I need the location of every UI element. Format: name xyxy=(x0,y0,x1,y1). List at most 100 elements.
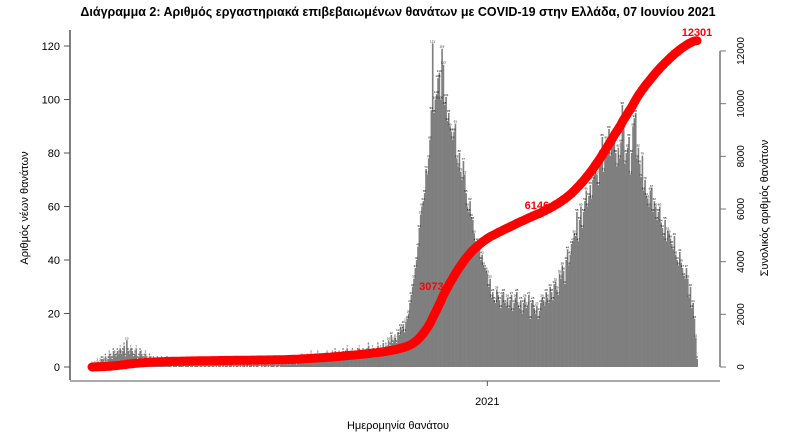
bar-value-label: 5 xyxy=(121,350,123,354)
bar xyxy=(590,198,593,367)
bar xyxy=(654,206,657,367)
bar-value-label: 38 xyxy=(482,261,486,265)
bar-value-label: 23 xyxy=(543,301,547,305)
bar xyxy=(664,219,666,368)
bar xyxy=(454,123,457,367)
bar-value-label: 7 xyxy=(130,344,132,348)
bar-value-label: 79 xyxy=(609,152,613,156)
bar-value-label: 100 xyxy=(438,96,443,100)
bar xyxy=(236,364,239,367)
bar-value-label: 9 xyxy=(392,339,394,343)
y-tick-label: 40 xyxy=(48,255,60,267)
bar xyxy=(288,364,291,367)
bar-value-label: 6 xyxy=(334,347,336,351)
bar-value-label: 1 xyxy=(94,360,96,364)
bar xyxy=(283,364,286,367)
bar xyxy=(243,364,246,367)
y2-tick-label: 4000 xyxy=(736,250,747,273)
bar xyxy=(122,350,124,367)
bar xyxy=(624,163,626,367)
bar xyxy=(395,342,398,367)
bar-value-label: 66 xyxy=(642,186,646,190)
bar-value-label: 2 xyxy=(106,358,108,362)
bar xyxy=(491,292,494,367)
bar xyxy=(295,364,298,367)
bar-value-label: 6 xyxy=(357,347,359,351)
y2-tick-label: 12000 xyxy=(736,37,747,65)
bar-value-label: 55 xyxy=(663,216,667,220)
bar xyxy=(242,364,244,367)
y2-tick-label: 2000 xyxy=(736,303,747,326)
bar xyxy=(442,64,445,367)
bar-value-label: 22 xyxy=(532,304,536,308)
bar-value-label: 38 xyxy=(560,261,564,265)
bar xyxy=(211,364,214,367)
bar-value-label: 5 xyxy=(332,350,334,354)
bar-value-label: 82 xyxy=(617,144,621,148)
bar xyxy=(449,126,451,367)
bar xyxy=(303,361,306,367)
bar-value-label: 28 xyxy=(515,288,519,292)
bar xyxy=(119,348,122,367)
bar-value-label: 18 xyxy=(528,315,532,319)
bar-value-label: 4 xyxy=(125,352,127,356)
bar xyxy=(235,364,238,367)
bar-value-label: 119 xyxy=(440,45,445,49)
bar-value-label: 55 xyxy=(655,216,659,220)
bar xyxy=(548,302,550,367)
bar xyxy=(341,358,343,367)
bar xyxy=(475,251,478,367)
bar xyxy=(228,364,231,367)
bar-value-label: 4 xyxy=(115,352,117,356)
bar xyxy=(534,313,537,367)
y-tick-label: 0 xyxy=(54,362,60,374)
bar-value-label: 39 xyxy=(679,259,683,263)
bar xyxy=(381,353,383,368)
bar xyxy=(246,364,248,367)
bar-value-label: 75 xyxy=(615,162,619,166)
bar-value-label: 38 xyxy=(677,261,681,265)
bar-value-label: 25 xyxy=(492,296,496,300)
bar xyxy=(446,120,449,368)
bar-value-label: 72 xyxy=(426,170,430,174)
bar xyxy=(470,217,473,367)
bar-value-label: 78 xyxy=(635,154,639,158)
bar-value-label: 0 xyxy=(258,363,260,367)
bar xyxy=(385,345,387,367)
bar-value-label: 58 xyxy=(657,208,661,212)
bar-value-label: 77 xyxy=(462,157,466,161)
bar xyxy=(693,318,696,367)
bar xyxy=(557,294,560,367)
bar-value-label: 28 xyxy=(550,288,554,292)
bar xyxy=(431,43,434,367)
bar xyxy=(580,206,582,367)
bar xyxy=(649,190,652,367)
bar-value-label: 27 xyxy=(527,291,531,295)
bar xyxy=(648,206,650,367)
bar xyxy=(540,302,542,367)
bar-value-label: 10 xyxy=(125,336,129,340)
bar-value-label: 62 xyxy=(653,197,657,201)
bar-value-label: 40 xyxy=(675,256,679,260)
bar xyxy=(130,348,132,367)
bar-value-label: 25 xyxy=(519,296,523,300)
bar-value-label: 52 xyxy=(661,224,665,228)
bar xyxy=(322,361,325,367)
bar-value-label: 58 xyxy=(575,208,579,212)
y-tick-label: 80 xyxy=(48,148,60,160)
bar-value-label: 48 xyxy=(669,235,673,239)
bar xyxy=(426,174,429,367)
bar-value-label: 95 xyxy=(447,109,451,113)
bar-value-label: 27 xyxy=(410,291,414,295)
bar-value-label: 3 xyxy=(696,355,698,359)
bar-value-label: 43 xyxy=(678,248,682,252)
bar-value-label: 50 xyxy=(572,229,576,233)
bar-value-label: 16 xyxy=(402,320,406,324)
bar xyxy=(633,118,636,367)
bar xyxy=(441,48,443,368)
bar-value-label: 27 xyxy=(496,291,500,295)
bar xyxy=(423,193,426,368)
bar-value-label: 22 xyxy=(524,304,528,308)
bar-value-label: 3 xyxy=(150,355,152,359)
bar xyxy=(532,300,534,368)
